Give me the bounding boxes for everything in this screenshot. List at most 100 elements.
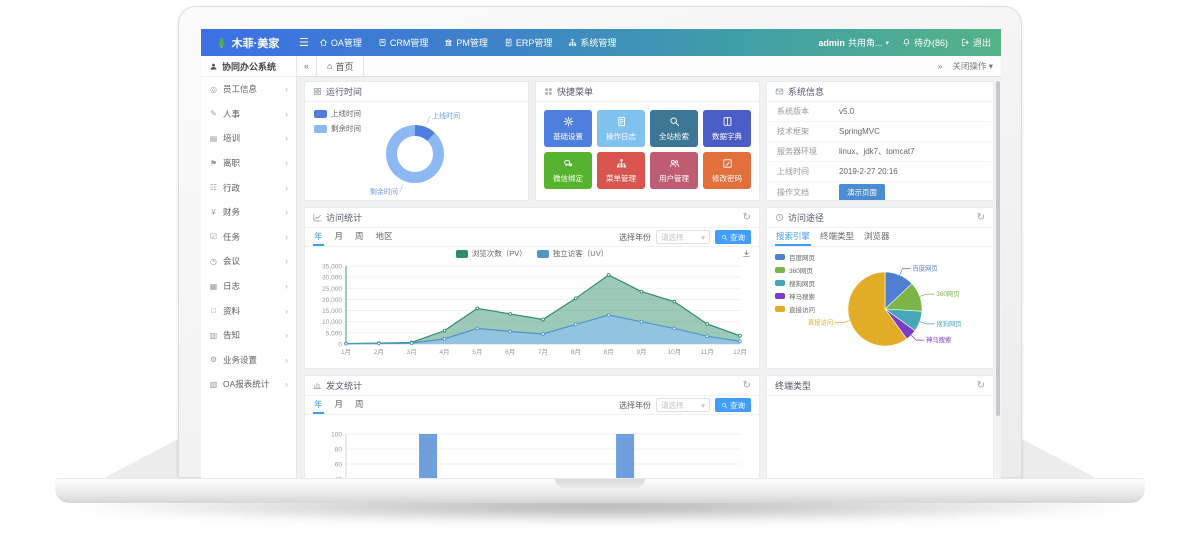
refresh-icon[interactable]: ↻ [976,379,985,391]
year-select[interactable]: 请选择 ▾ [656,230,710,244]
chart-tab[interactable]: 搜索引擎 [775,228,812,246]
user-menu[interactable]: admin 共用角... ▾ [818,36,889,49]
chart-tab[interactable]: 年 [313,228,324,246]
svg-text:40: 40 [335,477,343,480]
sidebar-item[interactable]: □ 资料 › [201,298,296,323]
svg-text:搜狗网页: 搜狗网页 [936,319,961,328]
chart-tab[interactable]: 周 [355,399,364,409]
quick-tile[interactable]: 全站检索 [650,110,698,147]
chart-tab[interactable]: 地区 [375,231,393,241]
svg-text:8月: 8月 [571,348,581,356]
sidebar-item[interactable]: ◷ 会议 › [210,256,288,267]
svg-text:0: 0 [338,342,342,349]
card-visit-channel: 访问途径 ↻ 搜索引擎 终端类型 浏览器 百度网页 360网页 搜狗网页 神马搜索 直接访问… [766,207,994,369]
svg-text:百度网页: 百度网页 [912,264,937,273]
legend-item[interactable]: 百度网页 [775,252,815,262]
legend-item[interactable]: 上线时间 [314,108,361,119]
expand-tabs-button[interactable]: » [937,61,943,71]
chart-tab[interactable]: 年 [313,396,324,414]
card-title: 发文统计 [326,381,363,391]
chart-tab[interactable]: 浏览器 [864,231,890,241]
card-title: 系统信息 [788,87,825,97]
sidebar-item[interactable]: ◎ 员工信息 › [210,84,288,95]
nav-item-oa[interactable]: OA管理 [319,36,362,49]
chevron-right-icon: › [285,379,288,390]
sidebar-item[interactable]: ▦ 日志 › [209,281,288,292]
sidebar-item[interactable]: ☑ 任务 › [209,231,288,242]
tab-home[interactable]: ⌂ 首页 [317,56,365,76]
chart-tab[interactable]: 周 [355,231,364,241]
gear-icon [563,116,574,129]
logout-button[interactable]: 退出 [961,36,991,49]
bell-icon [902,38,911,47]
quick-tile[interactable]: 数据字典 [703,110,751,147]
chart-tab[interactable]: 月 [334,231,344,241]
pie-legend: 百度网页 360网页搜狗网页神马搜索直接访问 [775,252,815,314]
svg-text:11月: 11月 [701,348,714,356]
collapse-sidebar-button[interactable]: « [297,56,317,76]
app-screen: 木菲·美家 ☰ OA管理 CRM管理 PM管理 ERP管理 系统管理 admin 共用角… [201,29,1001,479]
search-icon [669,116,680,129]
legend-item[interactable]: 搜狗网页 [775,278,815,288]
chevron-right-icon: › [285,330,288,341]
scrollbar-thumb[interactable] [995,81,1000,416]
app-logo[interactable]: 木菲·美家 [201,29,293,56]
refresh-icon[interactable]: ↻ [742,211,751,223]
person-icon [209,62,218,71]
sidebar-item[interactable]: ☷ 行政 › [209,182,288,193]
quick-tile[interactable]: 微信绑定 [544,152,592,189]
legend-item[interactable]: 浏览次数（PV） [455,248,527,259]
download-icon[interactable] [742,249,751,258]
refresh-icon[interactable]: ↻ [742,379,751,391]
refresh-icon[interactable]: ↻ [976,211,985,223]
svg-text:8月: 8月 [604,348,614,356]
svg-text:1月: 1月 [341,348,351,356]
sidebar-item[interactable]: ▧ OA报表统计 › [209,379,288,390]
file-icon [504,38,513,47]
sidebar-item[interactable]: ▥ 告知 › [209,330,288,341]
users-icon [669,158,680,171]
grid-icon [313,87,322,96]
quick-tile[interactable]: 菜单管理 [597,152,645,189]
item-icon: ⚙ [209,355,218,365]
year-select[interactable]: 请选择 ▾ [656,398,710,412]
close-ops-dropdown[interactable]: 关闭操作 ▾ [952,61,993,71]
demo-page-button[interactable]: 演示页面 [839,183,885,200]
search-button[interactable]: 查询 [715,230,751,244]
legend-item[interactable]: 神马搜索 [775,291,815,301]
tree-icon [217,36,226,49]
search-button[interactable]: 查询 [715,398,751,412]
svg-text:360网页: 360网页 [936,290,959,298]
legend-item[interactable]: 360网页 [775,265,815,275]
card-title: 访问统计 [326,213,363,223]
svg-text:80: 80 [335,447,343,454]
quick-tile[interactable]: 基础设置 [544,110,592,147]
sidebar-item[interactable]: ▤ 培训 › [209,133,288,144]
quick-tile[interactable]: 修改密码 [703,152,751,189]
nav-item-pm[interactable]: PM管理 [444,36,488,49]
chevron-down-icon: ▾ [701,400,705,410]
navbar-right: admin 共用角... ▾ 待办(86) 退出 [818,36,1001,49]
chart-tab[interactable]: 终端类型 [820,231,855,241]
sidebar-item[interactable]: ⚑ 离职 › [209,158,288,169]
quick-tile[interactable]: 操作日志 [597,110,645,147]
card-runtime: 运行时间 上线时间 剩余时间 上线时间 剩余时间 [304,81,529,201]
todo-button[interactable]: 待办(86) [902,36,948,49]
nav-item-erp[interactable]: ERP管理 [504,36,552,49]
sidebar-item[interactable]: ¥ 财务 › [201,200,296,225]
quick-tile[interactable]: 用户管理 [650,152,698,189]
sidebar-item[interactable]: ⚙ 业务设置 › [209,354,288,365]
sidebar-item[interactable]: ✎ 人事 › [210,108,288,119]
legend-item[interactable]: 独立访客（UV） [536,248,608,259]
legend-item[interactable]: 剩余时间 [314,123,361,134]
chart-tab[interactable]: 月 [334,399,344,409]
laptop-lid: 木菲·美家 ☰ OA管理 CRM管理 PM管理 ERP管理 系统管理 admin 共用角… [178,6,1022,479]
chevron-right-icon: › [285,158,288,169]
user-role: 共用角... [847,38,883,48]
sidebar-toggle-icon[interactable]: ☰ [299,37,309,49]
nav-item-sys[interactable]: 系统管理 [568,36,616,49]
legend-item[interactable]: 直接访问 [775,304,815,314]
scrollbar[interactable] [994,77,1001,479]
nav-item-crm[interactable]: CRM管理 [378,36,428,49]
